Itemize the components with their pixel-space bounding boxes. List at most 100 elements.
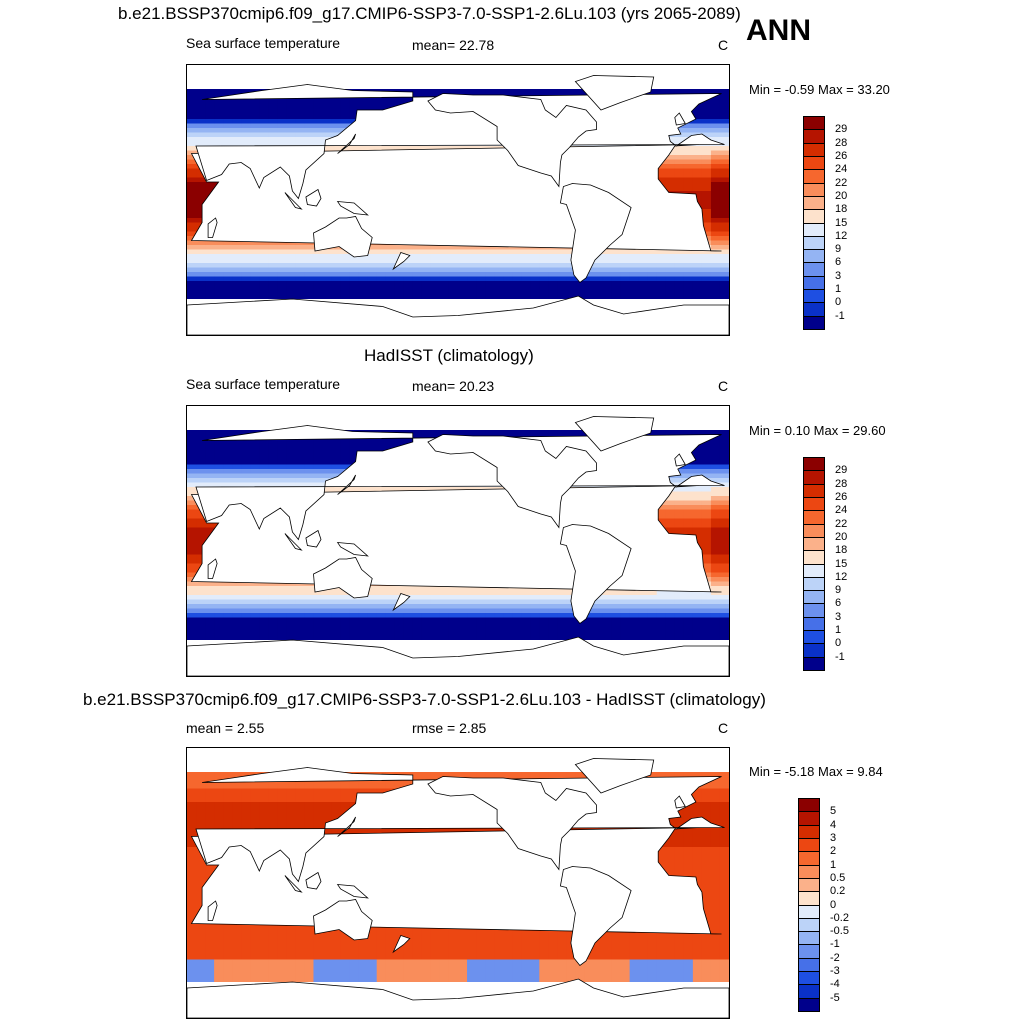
- sst-cell: [250, 240, 260, 246]
- sst-cell: [259, 460, 269, 465]
- sst-cell: [322, 258, 333, 264]
- sst-cell: [421, 87, 432, 93]
- panel-2-map: [186, 405, 730, 677]
- sst-cell: [187, 110, 197, 115]
- sst-cell: [539, 272, 549, 277]
- sst-cell: [376, 96, 387, 102]
- sst-cell: [268, 451, 278, 456]
- sst-cell: [665, 137, 676, 142]
- sst-cell: [295, 119, 305, 124]
- sst-cell: [259, 473, 269, 479]
- sst-cell: [241, 267, 251, 273]
- sst-cell: [205, 119, 215, 124]
- sst-cell: [385, 294, 396, 300]
- sst-cell: [295, 478, 305, 483]
- sst-cell: [665, 500, 676, 506]
- sst-cell: [701, 119, 712, 124]
- sst-cell: [196, 141, 206, 147]
- sst-cell: [187, 128, 197, 133]
- sst-cell: [548, 249, 558, 255]
- sst-cell: [286, 276, 296, 282]
- sst-cell: [241, 455, 251, 461]
- sst-cell: [584, 276, 594, 282]
- sst-cell: [349, 263, 360, 268]
- sst-cell: [358, 428, 369, 434]
- sst-cell: [701, 473, 712, 479]
- sst-cell: [196, 213, 206, 219]
- sst-cell: [719, 258, 729, 264]
- sst-cell: [710, 159, 721, 165]
- sst-cell: [241, 105, 251, 111]
- sst-cell: [187, 173, 197, 178]
- sst-cell: [250, 482, 260, 488]
- sst-cell: [205, 433, 215, 438]
- colorbar-tick-label: 9: [835, 243, 842, 256]
- sst-cell: [710, 132, 721, 138]
- sst-cell: [259, 469, 269, 474]
- sst-cell: [313, 110, 323, 115]
- sst-cell: [584, 281, 594, 286]
- sst-cell: [719, 87, 729, 93]
- sst-cell: [250, 464, 260, 470]
- colorbar-tick-label: 18: [835, 203, 848, 216]
- sst-cell: [439, 281, 450, 286]
- sst-cell: [403, 437, 414, 443]
- sst-cell: [494, 433, 504, 438]
- sst-cell: [719, 496, 729, 501]
- sst-cell: [331, 281, 342, 286]
- sst-cell: [719, 155, 729, 160]
- sst-cell: [566, 272, 576, 277]
- sst-cell: [250, 249, 260, 255]
- sst-cell: [647, 272, 658, 277]
- sst-cell: [322, 294, 333, 300]
- sst-cell: [286, 254, 296, 259]
- sst-cell: [295, 455, 305, 461]
- sst-cell: [223, 290, 233, 295]
- sst-cell: [187, 267, 197, 273]
- sst-cell: [358, 101, 369, 106]
- sst-cell: [710, 110, 721, 115]
- sst-cell: [503, 249, 513, 255]
- sst-cell: [638, 276, 649, 282]
- sst-cell: [539, 276, 549, 282]
- sst-cell: [412, 433, 423, 438]
- sst-cell: [205, 123, 215, 129]
- sst-cell: [629, 285, 640, 291]
- sst-cell: [448, 258, 459, 264]
- sst-cell: [521, 272, 531, 277]
- sst-cell: [710, 285, 721, 291]
- sst-cell: [430, 263, 441, 268]
- sst-cell: [277, 245, 287, 250]
- sst-cell: [223, 240, 233, 246]
- sst-cell: [187, 276, 197, 282]
- sst-cell: [710, 487, 721, 492]
- sst-cell: [584, 285, 594, 291]
- sst-cell: [331, 249, 342, 255]
- sst-cell: [232, 128, 242, 133]
- sst-cell: [295, 451, 305, 456]
- sst-cell: [259, 294, 269, 300]
- sst-cell: [205, 249, 215, 255]
- sst-cell: [665, 263, 676, 268]
- sst-cell: [331, 455, 342, 461]
- sst-cell: [358, 294, 369, 300]
- sst-cell: [358, 437, 369, 443]
- sst-cell: [448, 294, 459, 300]
- sst-cell: [530, 272, 540, 277]
- sst-cell: [196, 258, 206, 264]
- sst-cell: [196, 218, 206, 223]
- sst-cell: [286, 473, 296, 479]
- sst-cell: [629, 281, 640, 286]
- sst-cell: [214, 132, 224, 138]
- sst-cell: [638, 285, 649, 291]
- sst-cell: [268, 455, 278, 461]
- colorbar-tick-label: -1: [835, 309, 845, 322]
- sst-cell: [674, 258, 685, 264]
- sst-cell: [494, 290, 504, 295]
- sst-cell: [187, 428, 197, 434]
- sst-cell: [340, 276, 351, 282]
- sst-cell: [268, 460, 278, 465]
- sst-cell: [250, 128, 260, 133]
- sst-cell: [674, 155, 685, 160]
- sst-cell: [376, 294, 387, 300]
